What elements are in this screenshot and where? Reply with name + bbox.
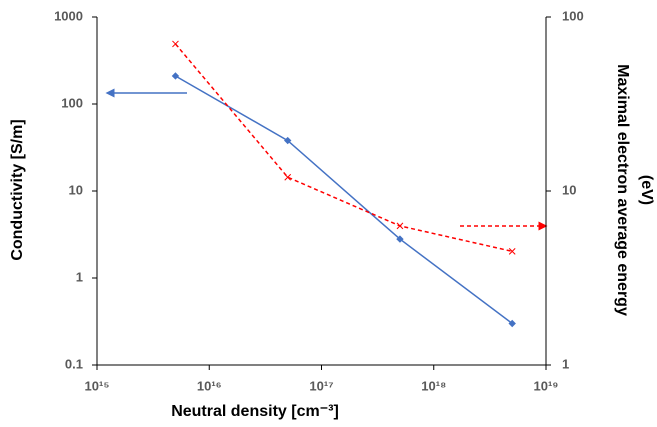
- data-point: [396, 235, 404, 243]
- data-point: [508, 247, 516, 255]
- data-point: [171, 72, 180, 80]
- y2-tick-label: 1: [562, 356, 569, 371]
- x-tick-label: 10¹⁵: [85, 378, 110, 393]
- series-line: [174, 43, 513, 253]
- y2-axis-label: Maximal electron average energy: [614, 64, 631, 316]
- y-tick-label: 100: [61, 95, 83, 110]
- y-tick-label: 1: [76, 269, 83, 284]
- series-line: [175, 75, 513, 325]
- y-tick-label: 1000: [54, 8, 83, 23]
- y-axis-label: Conductivity [S/m]: [9, 119, 26, 260]
- data-point: [172, 40, 179, 48]
- x-tick-label: 10¹⁸: [421, 378, 446, 393]
- data-point: [284, 136, 292, 145]
- data-point: [508, 319, 516, 328]
- y2-tick-label: 10: [562, 182, 576, 197]
- y-tick-label: 10: [69, 182, 83, 197]
- x-tick-label: 10¹⁷: [309, 378, 333, 393]
- x-axis-label: Neutral density [cm⁻³]: [171, 403, 339, 420]
- x-tick-label: 10¹⁹: [534, 378, 559, 393]
- x-tick-label: 10¹⁶: [197, 378, 222, 393]
- y2-axis-label: (eV): [638, 175, 655, 205]
- y-tick-label: 0.1: [65, 356, 83, 371]
- data-point: [284, 173, 292, 181]
- data-point: [396, 222, 404, 230]
- y2-tick-label: 100: [562, 8, 584, 23]
